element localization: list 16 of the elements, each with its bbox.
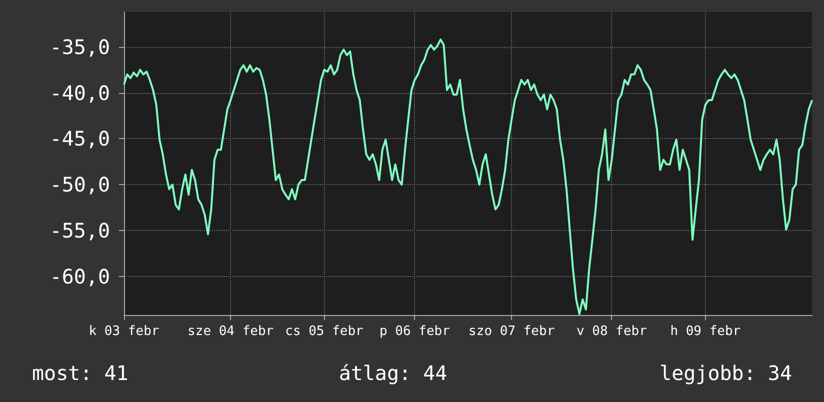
y-tick-label: -50,0: [50, 172, 110, 197]
y-tick-label: -40,0: [50, 80, 110, 105]
x-tick-label: szo 07 febr: [468, 324, 555, 339]
text: most: 41: [32, 361, 128, 385]
x-tick-label: p 06 febr: [379, 324, 450, 339]
x-tick-label: v 08 febr: [576, 324, 648, 339]
y-tick-label: -60,0: [50, 264, 110, 288]
x-tick-label: h 09 febr: [670, 324, 741, 339]
text: átlag: 44: [338, 361, 448, 385]
x-tick-label: k 03 febr: [88, 324, 160, 339]
y-tick-label: -45,0: [50, 126, 110, 151]
x-tick-label: sze 04 febr: [188, 324, 274, 339]
x-tick-label: cs 05 febr: [285, 324, 364, 339]
y-tick-label: -55,0: [50, 218, 110, 243]
y-tick-label: -35,0: [50, 34, 110, 59]
text: legjobb: 34: [660, 361, 792, 385]
